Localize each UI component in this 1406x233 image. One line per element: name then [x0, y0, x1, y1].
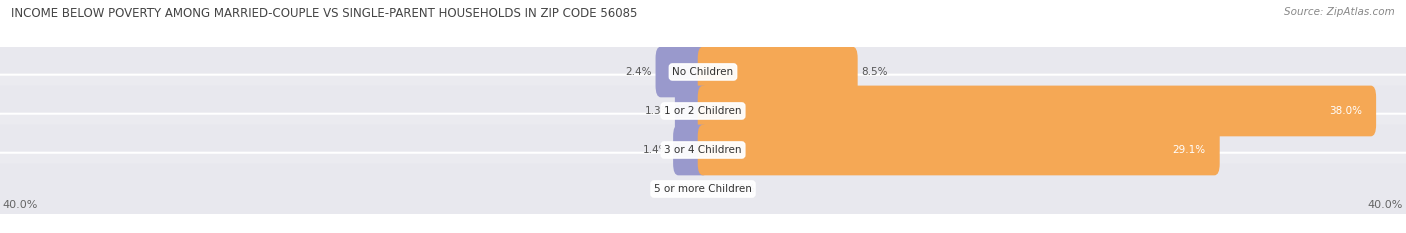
FancyBboxPatch shape: [0, 125, 709, 175]
FancyBboxPatch shape: [697, 86, 1406, 136]
FancyBboxPatch shape: [697, 47, 1406, 97]
Text: 3 or 4 Children: 3 or 4 Children: [664, 145, 742, 155]
Text: 0.0%: 0.0%: [668, 184, 695, 194]
FancyBboxPatch shape: [0, 114, 1406, 186]
Text: Source: ZipAtlas.com: Source: ZipAtlas.com: [1284, 7, 1395, 17]
Text: 1.3%: 1.3%: [645, 106, 672, 116]
FancyBboxPatch shape: [0, 153, 1406, 225]
FancyBboxPatch shape: [0, 86, 709, 136]
Text: 2.4%: 2.4%: [626, 67, 652, 77]
Text: 8.5%: 8.5%: [860, 67, 887, 77]
Text: No Children: No Children: [672, 67, 734, 77]
Text: 0.0%: 0.0%: [730, 184, 755, 194]
Text: 1 or 2 Children: 1 or 2 Children: [664, 106, 742, 116]
FancyBboxPatch shape: [697, 125, 1219, 175]
FancyBboxPatch shape: [675, 86, 709, 136]
FancyBboxPatch shape: [655, 47, 709, 97]
FancyBboxPatch shape: [0, 36, 1406, 108]
Text: 40.0%: 40.0%: [3, 200, 38, 210]
Text: 38.0%: 38.0%: [1329, 106, 1362, 116]
Text: INCOME BELOW POVERTY AMONG MARRIED-COUPLE VS SINGLE-PARENT HOUSEHOLDS IN ZIP COD: INCOME BELOW POVERTY AMONG MARRIED-COUPL…: [11, 7, 638, 20]
FancyBboxPatch shape: [697, 125, 1406, 175]
FancyBboxPatch shape: [697, 86, 1376, 136]
FancyBboxPatch shape: [0, 75, 1406, 147]
FancyBboxPatch shape: [697, 164, 1406, 214]
FancyBboxPatch shape: [0, 47, 709, 97]
Text: 5 or more Children: 5 or more Children: [654, 184, 752, 194]
Text: 29.1%: 29.1%: [1173, 145, 1206, 155]
FancyBboxPatch shape: [0, 164, 709, 214]
FancyBboxPatch shape: [697, 47, 858, 97]
Text: 1.4%: 1.4%: [643, 145, 669, 155]
Text: 40.0%: 40.0%: [1368, 200, 1403, 210]
FancyBboxPatch shape: [673, 125, 709, 175]
